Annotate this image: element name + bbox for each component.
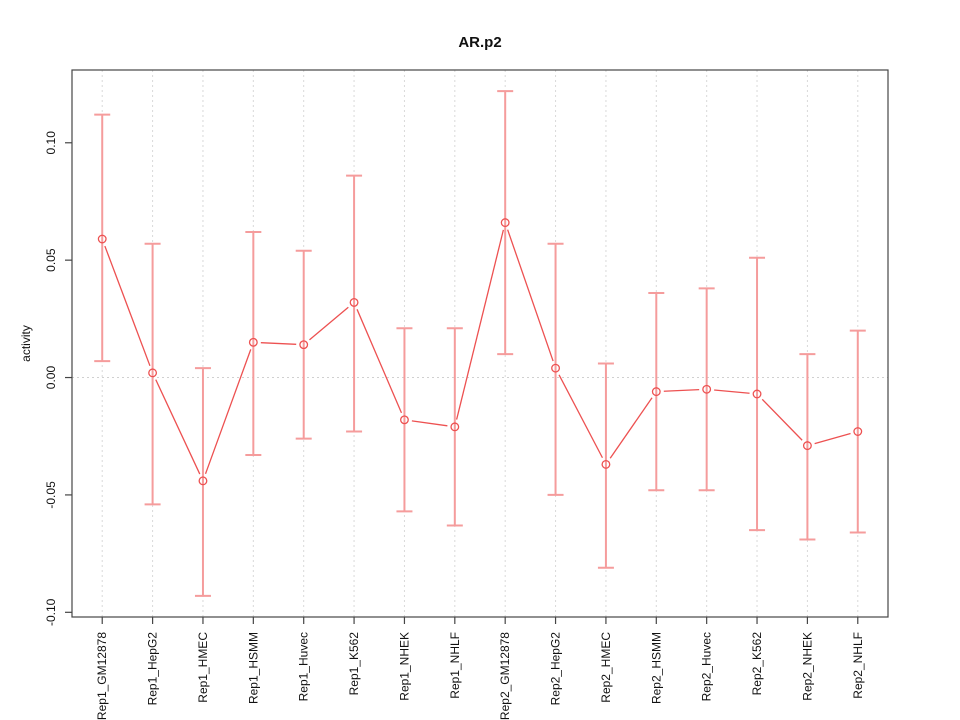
y-axis-label: activity <box>19 325 33 362</box>
x-tick-label: Rep2_HMEC <box>599 632 613 703</box>
series-line-segment <box>260 342 297 345</box>
x-tick-label: Rep2_HSMM <box>649 632 663 704</box>
series-line-segment <box>814 432 851 445</box>
x-tick-label: Rep1_GM12878 <box>95 632 109 720</box>
data-point <box>651 387 661 397</box>
data-point <box>299 340 309 350</box>
data-point <box>752 389 762 399</box>
data-point <box>248 337 258 347</box>
x-tick-label: Rep2_NHEK <box>800 632 814 701</box>
x-tick-label: Rep1_HepG2 <box>146 632 160 706</box>
x-tick-label: Rep1_HSMM <box>246 632 260 704</box>
data-point <box>853 427 863 436</box>
data-point <box>97 234 107 244</box>
series-line-segment <box>558 374 604 459</box>
x-tick-label: Rep2_K562 <box>750 632 764 696</box>
data-point <box>500 218 510 228</box>
y-tick-label: 0.00 <box>44 366 58 390</box>
series-line-segment <box>155 379 201 475</box>
x-tick-label: Rep1_NHEK <box>397 632 411 701</box>
series-line-segment <box>204 349 252 475</box>
x-tick-label: Rep2_Huvec <box>700 632 714 701</box>
series-line-segment <box>411 420 448 427</box>
data-point <box>601 459 611 469</box>
data-point <box>551 363 561 373</box>
data-point <box>198 476 208 486</box>
series-line-segment <box>714 389 750 394</box>
data-point <box>450 422 460 432</box>
data-point <box>148 368 158 378</box>
series-line-segment <box>356 309 403 414</box>
data-point <box>702 384 712 394</box>
series-line-segment <box>761 398 803 441</box>
chart-title: AR.p2 <box>458 34 501 51</box>
series-line-segment <box>507 229 554 362</box>
series-line-segment <box>609 397 653 459</box>
y-tick-label: 0.10 <box>44 131 58 155</box>
x-tick-label: Rep1_Huvec <box>297 632 311 701</box>
series-line-segment <box>455 229 505 420</box>
y-tick-label: 0.05 <box>44 248 58 272</box>
data-point <box>349 297 359 307</box>
x-tick-label: Rep1_NHLF <box>448 632 462 699</box>
data-point <box>399 415 409 425</box>
series-line-segment <box>309 306 349 341</box>
x-tick-label: Rep1_K562 <box>347 632 361 696</box>
series-line-segment <box>104 245 151 367</box>
x-tick-label: Rep2_NHLF <box>851 632 865 699</box>
x-tick-label: Rep2_GM12878 <box>498 632 512 720</box>
y-tick-label: -0.10 <box>44 598 58 626</box>
plot-border <box>71 69 889 618</box>
data-point <box>802 441 812 451</box>
x-tick-label: Rep2_HepG2 <box>549 632 563 706</box>
x-tick-label: Rep1_HMEC <box>196 632 210 703</box>
y-tick-label: -0.05 <box>44 481 58 509</box>
series-line-segment <box>663 388 700 392</box>
